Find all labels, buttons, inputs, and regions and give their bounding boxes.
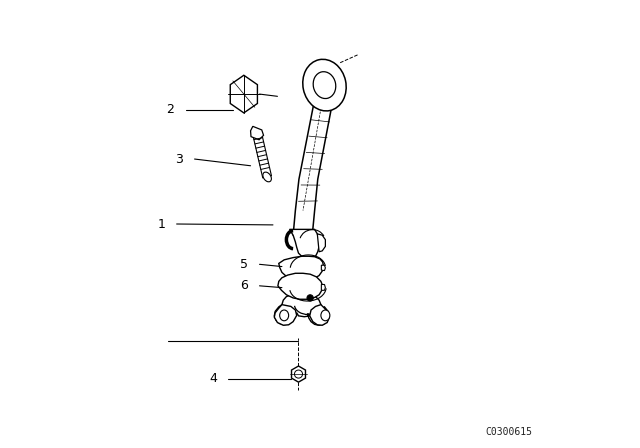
Polygon shape [321, 265, 325, 271]
Ellipse shape [321, 310, 330, 321]
Text: 4: 4 [209, 372, 217, 385]
Ellipse shape [280, 310, 289, 321]
Polygon shape [289, 229, 319, 260]
Text: 3: 3 [175, 152, 184, 166]
Polygon shape [251, 126, 264, 140]
Text: 2: 2 [166, 103, 174, 116]
Ellipse shape [263, 172, 271, 182]
Polygon shape [230, 75, 257, 113]
Ellipse shape [307, 295, 314, 301]
Polygon shape [275, 305, 297, 325]
Polygon shape [275, 293, 329, 325]
Polygon shape [278, 273, 323, 299]
Text: 5: 5 [241, 258, 248, 271]
Polygon shape [291, 366, 305, 382]
Ellipse shape [294, 370, 303, 378]
Ellipse shape [303, 59, 346, 111]
Ellipse shape [313, 72, 336, 99]
Text: C0300615: C0300615 [486, 427, 533, 437]
Text: 1: 1 [157, 217, 165, 231]
Polygon shape [317, 234, 325, 252]
Polygon shape [279, 256, 324, 280]
Text: 6: 6 [241, 279, 248, 293]
Polygon shape [310, 305, 330, 325]
Polygon shape [321, 284, 325, 290]
